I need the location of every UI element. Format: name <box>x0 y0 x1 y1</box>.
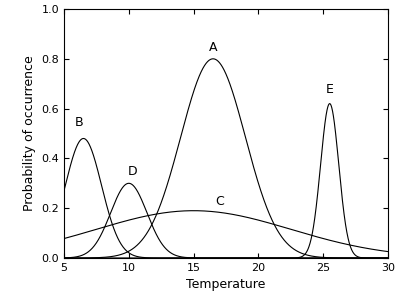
Text: A: A <box>209 41 217 54</box>
Text: E: E <box>326 83 334 96</box>
Text: C: C <box>215 195 224 208</box>
Text: D: D <box>128 165 138 178</box>
Text: B: B <box>75 116 84 128</box>
Y-axis label: Probability of occurrence: Probability of occurrence <box>23 56 36 212</box>
X-axis label: Temperature: Temperature <box>186 278 266 291</box>
